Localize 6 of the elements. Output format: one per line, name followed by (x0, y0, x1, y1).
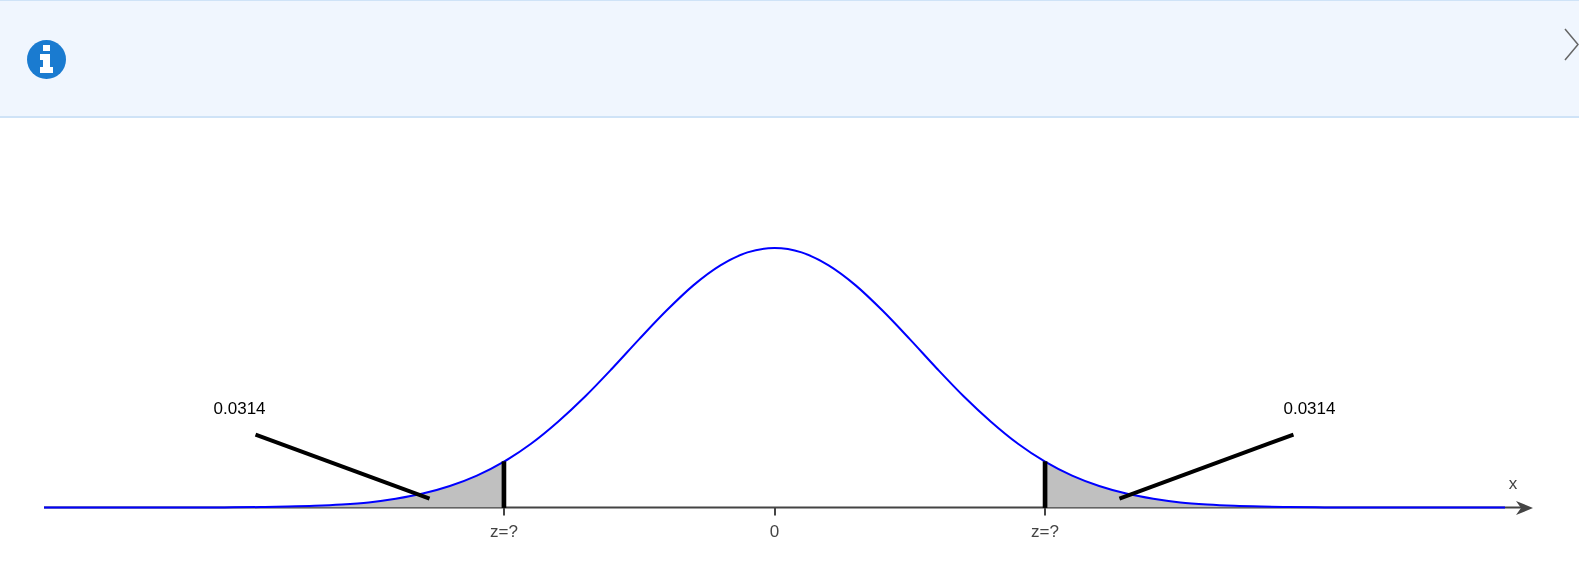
x-tick-label: z=? (490, 522, 518, 542)
x-tick-label: z=? (1031, 522, 1059, 542)
x-axis-title: x (1508, 474, 1518, 494)
annotation: 0.0314 (1283, 399, 1336, 419)
annotation: 0.0314 (213, 399, 266, 419)
x-tick-label: 0 (769, 522, 780, 542)
